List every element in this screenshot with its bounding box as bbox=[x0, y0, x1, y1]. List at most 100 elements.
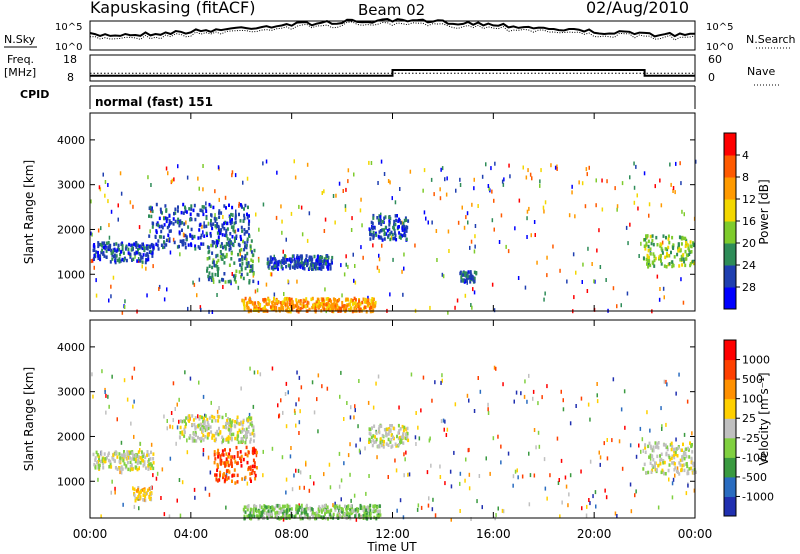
data-point bbox=[216, 429, 219, 434]
data-point bbox=[280, 398, 282, 403]
data-point bbox=[317, 305, 320, 309]
data-point bbox=[658, 297, 661, 302]
data-point bbox=[253, 450, 256, 455]
data-point bbox=[107, 453, 110, 457]
data-point bbox=[240, 225, 243, 230]
data-point bbox=[666, 254, 668, 258]
data-point bbox=[340, 306, 343, 311]
data-point bbox=[345, 254, 347, 259]
data-point bbox=[285, 264, 288, 269]
data-point bbox=[323, 189, 325, 194]
data-point bbox=[254, 473, 257, 478]
data-point bbox=[256, 514, 259, 518]
data-point bbox=[206, 269, 208, 273]
data-point bbox=[287, 514, 290, 519]
data-point bbox=[198, 228, 201, 232]
data-point bbox=[439, 187, 441, 192]
data-point bbox=[148, 234, 151, 238]
data-point bbox=[569, 421, 572, 426]
data-point bbox=[294, 411, 296, 415]
data-point bbox=[654, 464, 656, 469]
data-point bbox=[100, 250, 103, 255]
data-point bbox=[283, 257, 286, 262]
data-point bbox=[251, 259, 254, 264]
data-point bbox=[249, 440, 252, 444]
data-point bbox=[240, 248, 243, 252]
data-point bbox=[464, 273, 467, 277]
data-point bbox=[497, 434, 499, 439]
data-point bbox=[299, 306, 302, 311]
data-point bbox=[312, 514, 315, 518]
data-point bbox=[470, 303, 472, 307]
data-point bbox=[346, 506, 349, 510]
data-point bbox=[178, 223, 181, 228]
data-point bbox=[189, 376, 192, 381]
data-point bbox=[238, 212, 240, 217]
data-point bbox=[345, 505, 348, 509]
data-point bbox=[546, 255, 548, 260]
data-point bbox=[288, 299, 291, 303]
data-point bbox=[477, 204, 479, 208]
data-point bbox=[616, 304, 618, 309]
data-point bbox=[677, 249, 680, 253]
data-point bbox=[114, 490, 116, 495]
data-point bbox=[93, 462, 96, 467]
data-point bbox=[249, 472, 252, 476]
data-point bbox=[254, 301, 257, 305]
data-point bbox=[336, 303, 339, 307]
data-point bbox=[279, 260, 282, 265]
data-point bbox=[230, 220, 233, 225]
data-point bbox=[160, 496, 162, 500]
data-point bbox=[372, 434, 375, 438]
data-point bbox=[342, 511, 345, 516]
data-point bbox=[306, 162, 309, 167]
data-point bbox=[179, 219, 182, 223]
data-point bbox=[588, 498, 590, 502]
data-point bbox=[160, 229, 163, 234]
colorbar-swatch bbox=[724, 379, 736, 400]
data-point bbox=[162, 235, 165, 239]
data-point bbox=[313, 511, 316, 516]
data-point bbox=[295, 468, 297, 473]
data-point bbox=[384, 215, 387, 219]
data-point bbox=[289, 454, 292, 459]
data-point bbox=[507, 451, 510, 456]
data-point bbox=[670, 456, 673, 461]
freq-panel: 18 8 60 0 Freq. [MHz] Nave bbox=[4, 53, 780, 86]
data-point bbox=[220, 242, 223, 246]
data-point bbox=[313, 254, 316, 259]
data-point bbox=[250, 420, 253, 425]
data-point bbox=[605, 278, 607, 282]
data-point bbox=[395, 468, 398, 473]
data-point bbox=[367, 295, 369, 300]
data-point bbox=[667, 237, 670, 241]
data-point bbox=[119, 171, 122, 176]
data-point bbox=[135, 496, 138, 501]
data-point bbox=[163, 223, 166, 227]
data-point bbox=[573, 295, 575, 300]
data-point bbox=[468, 472, 471, 477]
data-point bbox=[237, 421, 240, 426]
data-point bbox=[219, 250, 222, 254]
data-point bbox=[485, 162, 487, 167]
data-point bbox=[114, 486, 116, 491]
data-point bbox=[514, 469, 517, 474]
data-point bbox=[345, 307, 348, 311]
data-point bbox=[257, 370, 259, 375]
data-point bbox=[217, 415, 220, 419]
data-point bbox=[383, 228, 385, 232]
data-point bbox=[178, 244, 180, 249]
data-point bbox=[192, 208, 195, 213]
data-point bbox=[180, 239, 183, 244]
data-point bbox=[269, 505, 272, 510]
data-point bbox=[155, 242, 158, 247]
data-point bbox=[470, 239, 473, 244]
data-point bbox=[150, 450, 152, 455]
data-point bbox=[349, 508, 352, 512]
data-point bbox=[671, 445, 674, 449]
data-point bbox=[296, 302, 299, 307]
data-point bbox=[591, 262, 593, 266]
data-point bbox=[463, 271, 466, 275]
data-point bbox=[369, 229, 372, 233]
data-point bbox=[280, 307, 283, 311]
